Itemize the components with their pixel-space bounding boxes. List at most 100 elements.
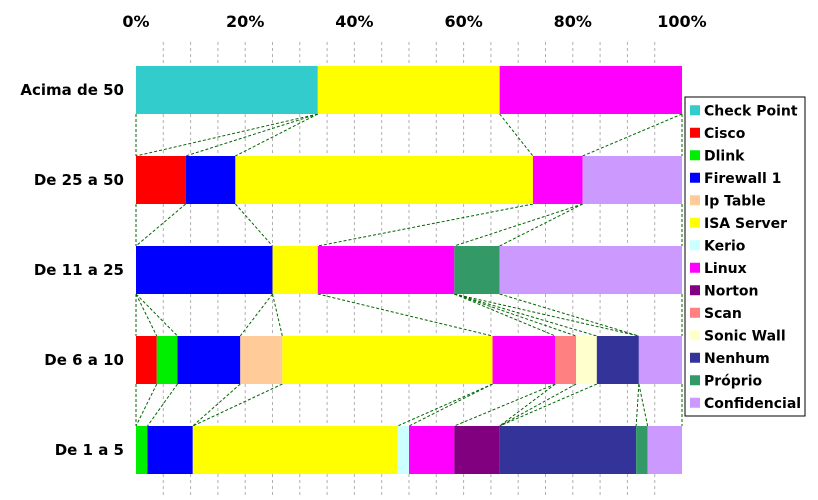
bar-acima-de-50-linux bbox=[499, 66, 682, 114]
series-line bbox=[192, 383, 241, 427]
legend-label-firewall-1: Firewall 1 bbox=[704, 171, 781, 187]
legend-label-ip-table: Ip Table bbox=[704, 193, 766, 209]
category-label: Acima de 50 bbox=[20, 81, 124, 99]
x-tick-label: 0% bbox=[122, 12, 149, 31]
bar-acima-de-50-isa-server bbox=[317, 66, 500, 114]
series-line bbox=[272, 293, 283, 337]
legend-swatch-cisco bbox=[690, 127, 700, 138]
series-line bbox=[317, 293, 493, 337]
series-line bbox=[239, 293, 273, 337]
category-label: De 11 a 25 bbox=[34, 261, 124, 279]
category-labels: Acima de 50 De 25 a 50 De 11 a 25 De 6 a 10… bbox=[20, 81, 124, 459]
bar-de-1-a-5-firewall-1 bbox=[147, 426, 193, 474]
x-tick-label: 80% bbox=[554, 12, 592, 31]
x-tick-label: 20% bbox=[226, 12, 264, 31]
legend-swatch-firewall-1 bbox=[690, 172, 700, 183]
x-axis-ticks: 0% 20% 40% 60% 80% 100% bbox=[122, 12, 706, 31]
series-line bbox=[638, 383, 649, 427]
legend-label-dlink: Dlink bbox=[704, 148, 745, 164]
bar-de-6-a-10-linux bbox=[492, 336, 556, 384]
bar-de-6-a-10-cisco bbox=[136, 336, 157, 384]
legend-label-check-point: Check Point bbox=[704, 103, 798, 119]
legend: Check Point Cisco Dlink Firewall 1 Ip Table I… bbox=[684, 96, 806, 417]
x-tick-label: 60% bbox=[444, 12, 482, 31]
series-line bbox=[499, 383, 577, 427]
bar-de-6-a-10-sonic-wall bbox=[576, 336, 597, 384]
bar-de-1-a-5-proprio bbox=[636, 426, 648, 474]
series-line bbox=[135, 293, 178, 337]
series-line bbox=[454, 293, 556, 337]
x-tick-label: 100% bbox=[657, 12, 706, 31]
legend-swatch-check-point bbox=[690, 105, 700, 116]
bar-de-1-a-5-isa-server bbox=[192, 426, 398, 474]
series-line bbox=[185, 113, 318, 157]
legend-swatch-dlink bbox=[690, 150, 700, 161]
series-line bbox=[192, 383, 283, 427]
legend-label-nenhum: Nenhum bbox=[704, 351, 770, 367]
bar-de-25-a-50-linux bbox=[532, 156, 583, 204]
bar-de-6-a-10-isa-server bbox=[282, 336, 493, 384]
legend-swatch-norton bbox=[690, 285, 700, 296]
bar-de-6-a-10-scan bbox=[555, 336, 577, 384]
bar-de-25-a-50-confidencial bbox=[582, 156, 682, 204]
legend-swatch-confidencial bbox=[690, 397, 700, 408]
series-line bbox=[135, 293, 158, 337]
category-label: De 25 a 50 bbox=[34, 171, 124, 189]
bar-de-6-a-10-dlink bbox=[156, 336, 178, 384]
legend-label-sonic-wall: Sonic Wall bbox=[704, 328, 786, 344]
series-line bbox=[499, 203, 583, 247]
bar-de-6-a-10-ip-table bbox=[240, 336, 283, 384]
bar-de-1-a-5-confidencial bbox=[647, 426, 682, 474]
series-line bbox=[499, 383, 556, 427]
series-line bbox=[135, 383, 158, 427]
series-line bbox=[147, 383, 178, 427]
legend-label-confidencial: Confidencial bbox=[704, 396, 801, 412]
series-line bbox=[454, 293, 577, 337]
legend-label-cisco: Cisco bbox=[704, 126, 746, 142]
legend-swatch-sonic-wall bbox=[690, 330, 700, 341]
bar-de-1-a-5-nenhum bbox=[499, 426, 637, 474]
bar-de-11-a-25-isa-server bbox=[272, 246, 318, 294]
bar-de-6-a-10-firewall-1 bbox=[177, 336, 241, 384]
legend-swatch-linux bbox=[690, 262, 700, 273]
bar-de-25-a-50-cisco bbox=[136, 156, 186, 204]
legend-label-norton: Norton bbox=[704, 283, 759, 299]
bar-de-25-a-50-firewall-1 bbox=[185, 156, 236, 204]
legend-swatch-nenhum bbox=[690, 352, 700, 363]
bar-de-6-a-10-nenhum bbox=[596, 336, 639, 384]
legend-swatch-ip-table bbox=[690, 195, 700, 206]
x-tick-label: 40% bbox=[335, 12, 373, 31]
bar-de-6-a-10-confidencial bbox=[638, 336, 682, 384]
legend-label-scan: Scan bbox=[704, 306, 742, 322]
series-line bbox=[499, 113, 534, 157]
series-line bbox=[635, 383, 640, 427]
series-line bbox=[235, 113, 319, 157]
series-line bbox=[135, 203, 187, 247]
bars bbox=[136, 66, 682, 474]
bar-de-11-a-25-firewall-1 bbox=[136, 246, 273, 294]
series-lines bbox=[135, 113, 683, 427]
bar-de-11-a-25-confidencial bbox=[499, 246, 682, 294]
series-line bbox=[454, 383, 556, 427]
legend-swatch-proprio bbox=[690, 375, 700, 386]
bar-de-11-a-25-proprio bbox=[454, 246, 500, 294]
series-line bbox=[454, 203, 583, 247]
legend-box bbox=[684, 96, 806, 417]
legend-label-isa-server: ISA Server bbox=[704, 216, 787, 232]
series-line bbox=[234, 203, 273, 247]
series-line bbox=[397, 383, 493, 427]
series-line bbox=[454, 293, 639, 337]
series-line bbox=[582, 113, 683, 157]
legend-swatch-kerio bbox=[690, 240, 700, 251]
category-label: De 1 a 5 bbox=[55, 441, 124, 459]
series-line bbox=[499, 383, 598, 427]
bar-de-25-a-50-isa-server bbox=[235, 156, 533, 204]
bar-acima-de-50-check-point bbox=[136, 66, 318, 114]
bar-de-1-a-5-kerio bbox=[397, 426, 409, 474]
legend-swatch-isa-server bbox=[690, 217, 700, 228]
bar-de-11-a-25-linux bbox=[317, 246, 455, 294]
legend-label-linux: Linux bbox=[704, 261, 747, 277]
bar-de-1-a-5-linux bbox=[409, 426, 455, 474]
legend-label-proprio: Próprio bbox=[704, 373, 763, 389]
